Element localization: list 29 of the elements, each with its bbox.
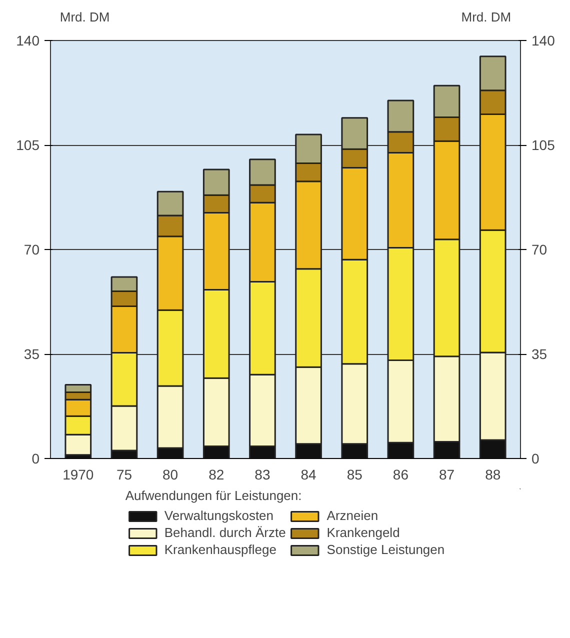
legend-title: Aufwendungen für Leistungen:: [125, 488, 303, 503]
y2-tick-label: 70: [532, 242, 548, 258]
legend-label: Behandl. durch Ärzte: [164, 525, 286, 540]
legend-label: Krankengeld: [326, 525, 400, 540]
x-tick-label: 80: [162, 466, 178, 482]
y-tick-label: 0: [32, 450, 40, 466]
legend-label: Krankenhauspflege: [164, 542, 276, 557]
y2-tick-label: 0: [532, 450, 540, 466]
y2-axis-title: Mrd. DM: [461, 10, 512, 24]
x-tick-label: 87: [438, 466, 455, 482]
legend-label: Arzneien: [326, 508, 378, 523]
y-tick-label: 140: [16, 32, 40, 48]
x-tick-label: 75: [116, 466, 132, 482]
x-tick-label: 88: [485, 466, 501, 482]
x-tick-label: 83: [254, 466, 270, 482]
y-axis-title: Mrd. DM: [60, 10, 110, 24]
legend-label: Sonstige Leistungen: [326, 542, 445, 557]
x-tick-label: 86: [392, 466, 409, 482]
x-tick-label: 85: [346, 466, 363, 482]
y-tick-label: 70: [24, 242, 40, 258]
legend-label: Verwaltungskosten: [164, 508, 274, 523]
y2-tick-label: 35: [532, 346, 548, 362]
x-tick-label: 82: [208, 466, 224, 482]
y2-tick-label: 105: [532, 137, 556, 153]
y-tick-label: 105: [16, 137, 40, 153]
x-tick-label: 84: [300, 466, 317, 482]
y2-tick-label: 140: [532, 32, 556, 48]
y-tick-label: 35: [24, 346, 40, 362]
x-tick-label: 1970: [62, 466, 94, 482]
